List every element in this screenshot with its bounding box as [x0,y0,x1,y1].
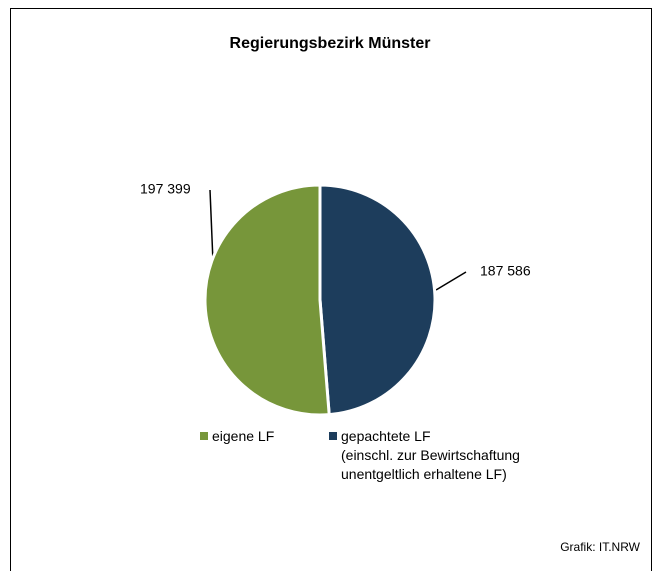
pie-slice [203,183,331,417]
leader-line [435,271,467,291]
legend-entry: gepachtete LF (einschl. zur Bewirtschaft… [341,428,520,482]
legend-label: gepachtete LF (einschl. zur Bewirtschaft… [341,428,520,482]
data-label: 197 399 [140,181,191,197]
leader-line [209,189,214,263]
data-label: 187 586 [480,263,531,279]
legend-swatch [329,432,337,440]
pie-slice [318,183,437,417]
legend-label: eigene LF [212,428,275,444]
chart-title: Regierungsbezirk Münster [230,35,431,52]
legend-swatch [200,432,208,440]
source-note: Grafik: IT.NRW [560,540,640,554]
legend-entry: eigene LF [212,428,275,444]
